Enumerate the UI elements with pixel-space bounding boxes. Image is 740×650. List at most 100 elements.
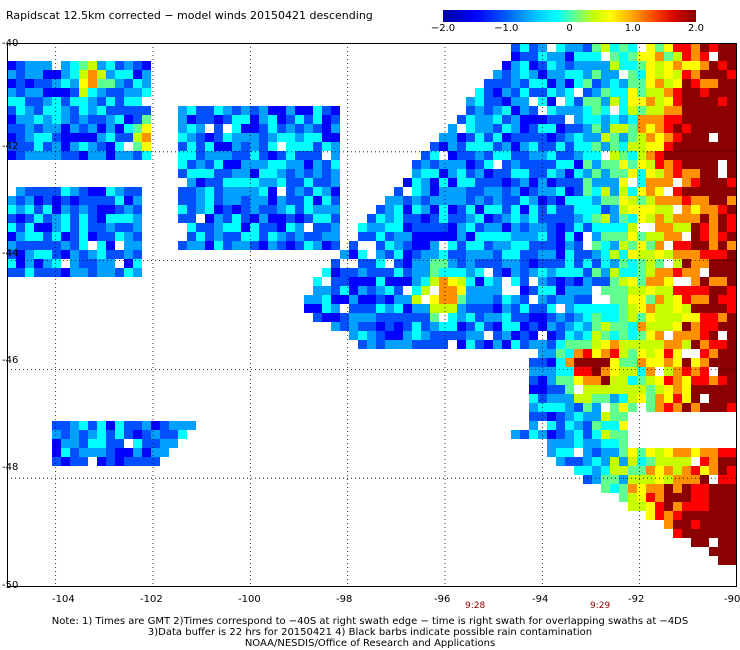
data-cell: [52, 79, 61, 88]
data-cell: [79, 457, 88, 466]
data-cell: [403, 232, 412, 241]
data-cell: [52, 133, 61, 142]
data-cell: [412, 322, 421, 331]
data-cell: [61, 250, 70, 259]
data-cell: [619, 277, 628, 286]
data-cell: [628, 151, 637, 160]
data-cell: [286, 241, 295, 250]
data-cell: [583, 349, 592, 358]
data-cell: [196, 187, 205, 196]
data-cell: [448, 331, 457, 340]
data-cell: [601, 205, 610, 214]
data-cell: [223, 205, 232, 214]
data-cell: [52, 421, 61, 430]
data-cell: [601, 169, 610, 178]
data-cell: [223, 223, 232, 232]
data-cell: [574, 187, 583, 196]
data-cell: [628, 268, 637, 277]
data-cell: [727, 214, 736, 223]
data-cell: [619, 340, 628, 349]
data-cell: [556, 106, 565, 115]
data-cell: [700, 277, 709, 286]
data-cell: [412, 304, 421, 313]
data-cell: [43, 124, 52, 133]
data-cell: [547, 142, 556, 151]
data-cell: [466, 277, 475, 286]
data-cell: [475, 232, 484, 241]
data-cell: [610, 367, 619, 376]
data-cell: [331, 124, 340, 133]
data-cell: [655, 331, 664, 340]
data-cell: [322, 178, 331, 187]
data-cell: [610, 97, 619, 106]
data-cell: [610, 484, 619, 493]
data-cell: [511, 214, 520, 223]
data-cell: [385, 286, 394, 295]
data-cell: [610, 142, 619, 151]
data-cell: [610, 439, 619, 448]
data-cell: [547, 79, 556, 88]
data-cell: [277, 106, 286, 115]
data-cell: [106, 250, 115, 259]
data-cell: [565, 394, 574, 403]
data-cell: [475, 241, 484, 250]
data-cell: [538, 412, 547, 421]
data-cell: [493, 187, 502, 196]
data-cell: [475, 250, 484, 259]
data-cell: [412, 187, 421, 196]
data-cell: [655, 214, 664, 223]
data-cell: [583, 214, 592, 223]
data-cell: [106, 133, 115, 142]
data-cell: [592, 304, 601, 313]
data-cell: [727, 547, 736, 556]
data-cell: [565, 151, 574, 160]
data-cell: [358, 304, 367, 313]
data-cell: [88, 187, 97, 196]
data-cell: [106, 205, 115, 214]
data-cell: [394, 340, 403, 349]
data-cell: [718, 241, 727, 250]
data-cell: [178, 430, 187, 439]
lon-label: -90: [724, 594, 740, 605]
data-cell: [313, 313, 322, 322]
data-cell: [511, 160, 520, 169]
data-cell: [295, 115, 304, 124]
data-cell: [727, 484, 736, 493]
data-cell: [592, 277, 601, 286]
data-cell: [493, 241, 502, 250]
data-cell: [466, 331, 475, 340]
data-cell: [718, 529, 727, 538]
data-cell: [529, 88, 538, 97]
data-cell: [709, 106, 718, 115]
data-cell: [43, 187, 52, 196]
data-cell: [43, 97, 52, 106]
data-cell: [520, 214, 529, 223]
data-cell: [196, 223, 205, 232]
data-cell: [718, 511, 727, 520]
data-cell: [466, 142, 475, 151]
data-cell: [430, 250, 439, 259]
data-cell: [529, 394, 538, 403]
data-cell: [628, 241, 637, 250]
data-cell: [124, 448, 133, 457]
data-cell: [457, 151, 466, 160]
data-cell: [466, 241, 475, 250]
data-cell: [691, 232, 700, 241]
data-cell: [484, 214, 493, 223]
data-cell: [34, 88, 43, 97]
data-cell: [646, 241, 655, 250]
data-cell: [556, 187, 565, 196]
data-cell: [691, 385, 700, 394]
data-cell: [331, 142, 340, 151]
data-cell: [727, 340, 736, 349]
data-cell: [457, 313, 466, 322]
data-cell: [529, 286, 538, 295]
data-cell: [655, 457, 664, 466]
data-cell: [664, 340, 673, 349]
data-cell: [520, 142, 529, 151]
data-cell: [655, 223, 664, 232]
data-cell: [592, 106, 601, 115]
data-cell: [691, 151, 700, 160]
data-cell: [421, 151, 430, 160]
data-cell: [637, 205, 646, 214]
